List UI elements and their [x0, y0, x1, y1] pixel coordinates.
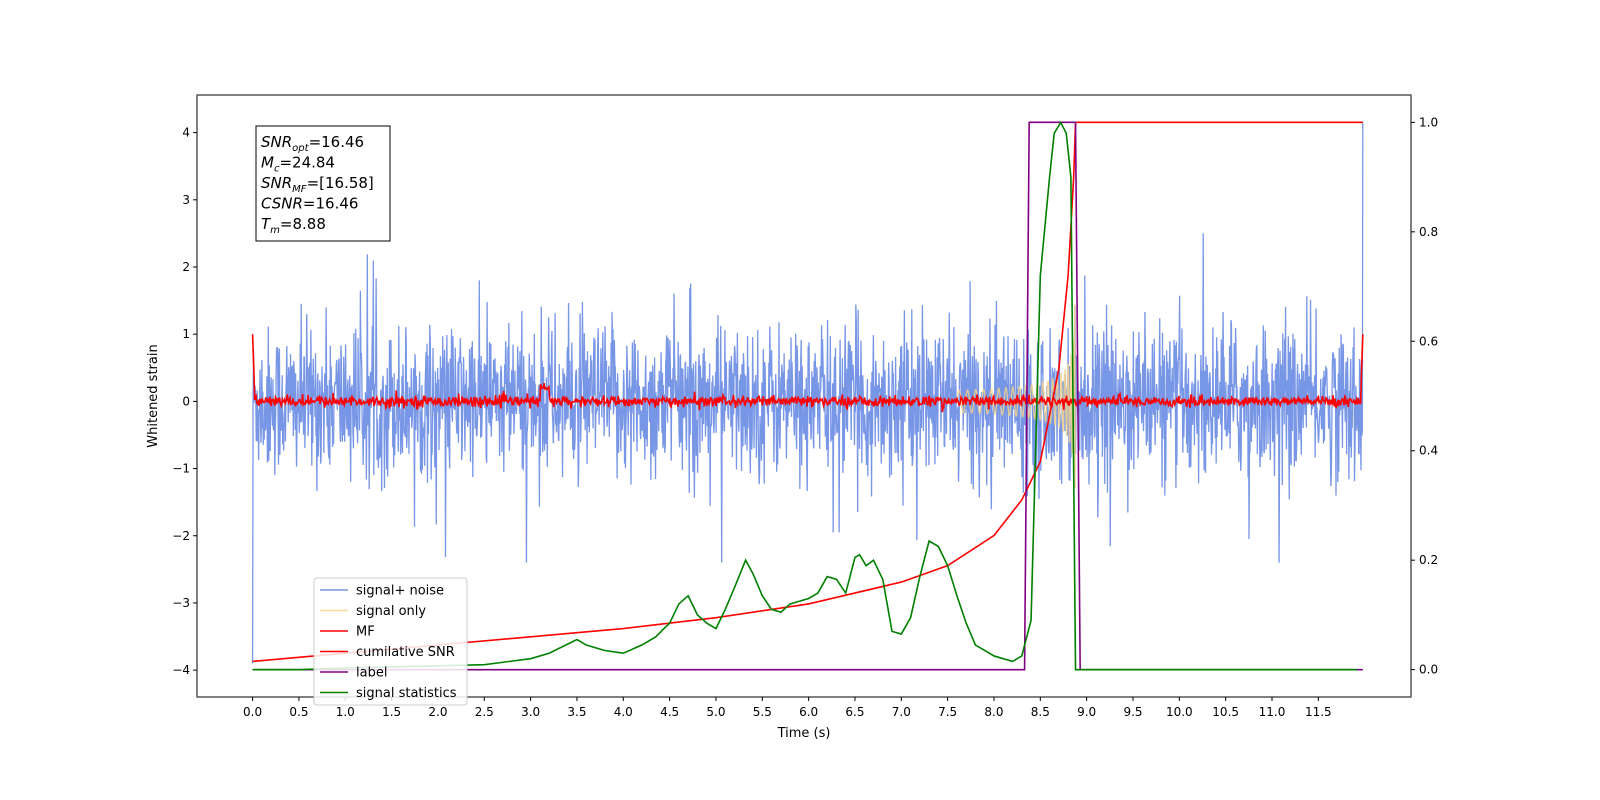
- x-tick-label: 7.0: [892, 705, 911, 719]
- y-tick-label-left: 2: [182, 260, 190, 274]
- x-tick-label: 9.0: [1077, 705, 1096, 719]
- y-tick-label-left: −3: [172, 596, 190, 610]
- x-tick-label: 2.0: [428, 705, 447, 719]
- y-tick-label-right: 0.8: [1419, 225, 1438, 239]
- annotation-line: Tm=8.88: [261, 215, 326, 236]
- legend-entry: cumilative SNR: [356, 645, 455, 660]
- y-tick-label-left: 0: [182, 394, 190, 408]
- annotation-line: SNRopt=16.46: [261, 133, 364, 154]
- series-signal-noise: [251, 122, 1364, 664]
- legend-entry: signal statistics: [356, 686, 457, 701]
- x-tick-label: 6.0: [799, 705, 818, 719]
- x-tick-label: 7.5: [938, 705, 957, 719]
- annotation-line: Mc=24.84: [261, 154, 335, 175]
- x-tick-label: 8.5: [1031, 705, 1050, 719]
- x-tick-label: 11.0: [1259, 705, 1286, 719]
- legend-entry: signal only: [356, 604, 426, 619]
- y-axis-label: Whitened strain: [146, 344, 161, 447]
- y-axis-left: 4 3 2 1 0 −1 −2 −3 −4: [172, 126, 197, 677]
- annotation-line: SNRMF=[16.58]: [261, 174, 374, 195]
- x-tick-label: 9.5: [1123, 705, 1142, 719]
- y-tick-label-right: 0.0: [1419, 663, 1438, 677]
- x-tick-label: 5.0: [706, 705, 725, 719]
- axes-frame: [196, 94, 1412, 698]
- y-tick-label-left: 1: [182, 327, 190, 341]
- x-axis-label: Time (s): [777, 726, 831, 741]
- x-tick-label: 10.5: [1212, 705, 1239, 719]
- y-tick-label-right: 0.2: [1419, 553, 1438, 567]
- y-tick-label-left: −4: [172, 663, 190, 677]
- annotation-line: CSNR=16.46: [261, 195, 358, 213]
- x-tick-label: 4.5: [660, 705, 679, 719]
- y-tick-label-right: 0.4: [1419, 444, 1438, 458]
- x-tick-label: 6.5: [845, 705, 864, 719]
- x-tick-label: 11.5: [1305, 705, 1332, 719]
- x-tick-label: 8.0: [984, 705, 1003, 719]
- annotation-frame: [255, 125, 391, 242]
- x-tick-label: 3.5: [567, 705, 586, 719]
- legend-entry: MF: [356, 625, 375, 640]
- series-signal-only: [956, 304, 1076, 489]
- plot-area: [251, 120, 1364, 671]
- y-tick-label-left: −2: [172, 529, 190, 543]
- x-tick-label: 1.5: [382, 705, 401, 719]
- legend: signal+ noise signal only MF cumilative SNR…: [313, 577, 468, 706]
- series-mf: [251, 334, 1364, 413]
- x-tick-label: 2.5: [475, 705, 494, 719]
- x-tick-label: 0.0: [243, 705, 262, 719]
- x-tick-label: 1.0: [336, 705, 355, 719]
- legend-entry: label: [356, 666, 387, 681]
- stats-annotation-box: SNRopt=16.46Mc=24.84SNRMF=[16.58]CSNR=16…: [255, 125, 391, 242]
- legend-frame: [313, 577, 468, 706]
- series-signal-statistics: [252, 120, 1358, 671]
- y-tick-label-right: 1.0: [1419, 115, 1438, 129]
- x-tick-label: 4.0: [614, 705, 633, 719]
- x-tick-label: 5.5: [753, 705, 772, 719]
- y-tick-label-right: 0.6: [1419, 334, 1438, 348]
- y-tick-label-left: 3: [182, 193, 190, 207]
- legend-entry: signal+ noise: [356, 584, 444, 599]
- y-axis-right: 1.0 0.8 0.6 0.4 0.2 0.0: [1411, 115, 1438, 677]
- x-tick-label: 0.5: [289, 705, 308, 719]
- x-tick-label: 10.0: [1166, 705, 1193, 719]
- x-tick-label: 3.0: [521, 705, 540, 719]
- x-axis: 0.0 0.5 1.0 1.5 2.0 2.5 3.0 3.5 4.0 4.5 5.0 5.5 6.0 6…: [243, 697, 1332, 719]
- y-tick-label-left: −1: [172, 462, 190, 476]
- y-tick-label-left: 4: [182, 126, 190, 140]
